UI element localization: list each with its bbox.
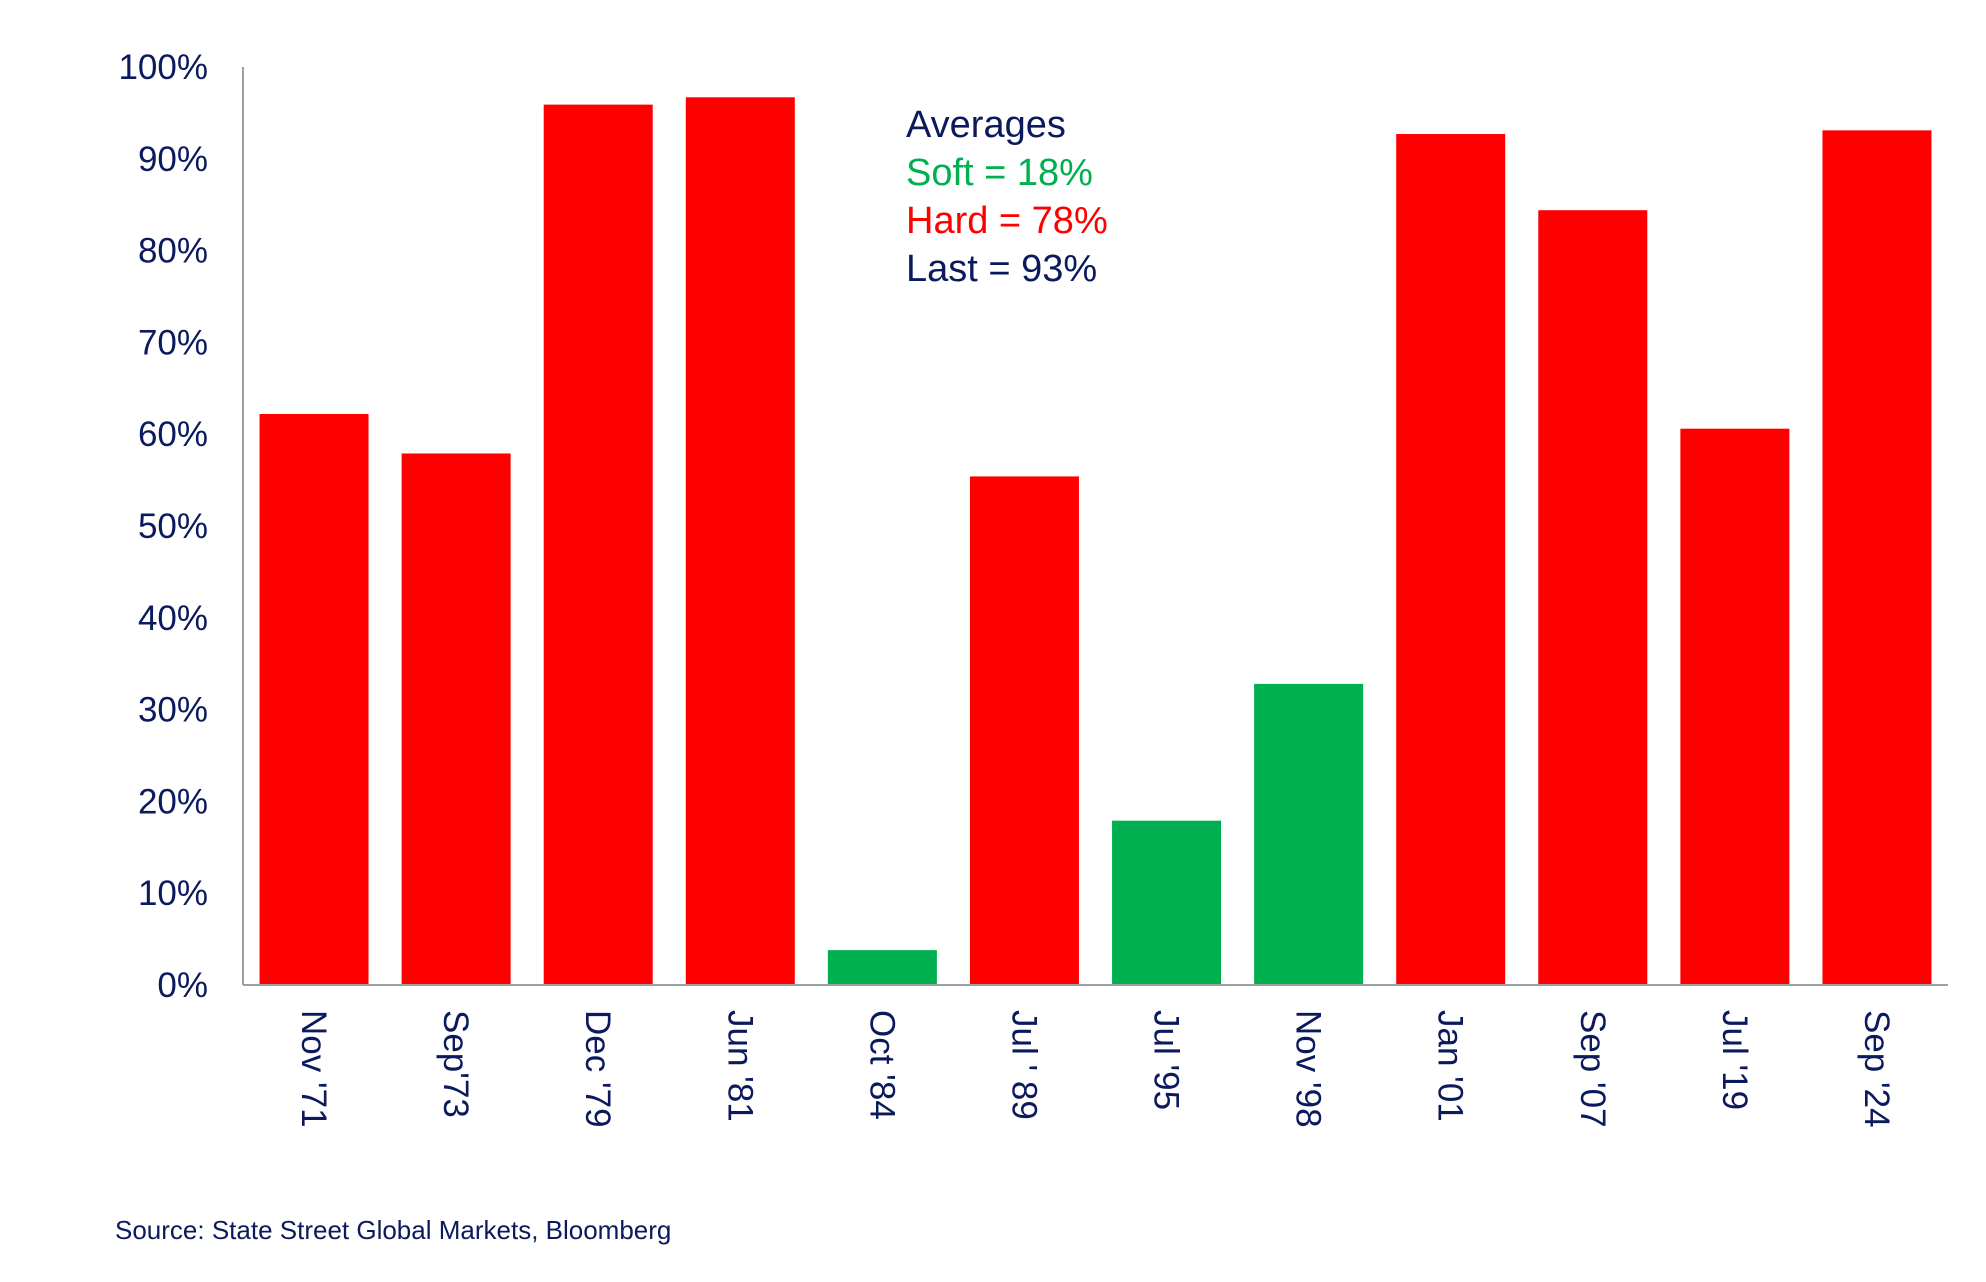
- bar-hard: [401, 453, 511, 985]
- x-tick-label: Jan '01: [1431, 1010, 1470, 1122]
- source-note: Source: State Street Global Markets, Blo…: [115, 1215, 672, 1245]
- bar-soft: [827, 950, 937, 985]
- bar-hard: [259, 414, 369, 985]
- averages-soft: Soft = 18%: [906, 152, 1093, 194]
- bar-hard: [969, 476, 1079, 985]
- y-tick-label: 30%: [138, 691, 208, 730]
- bar-hard: [1538, 210, 1648, 985]
- bar-hard: [685, 97, 795, 985]
- bar-soft: [1254, 683, 1364, 985]
- x-axis-labels: Nov '71 Sep'73 Dec '79 Jun '81 Oct '84 Jul ' …: [294, 1010, 1896, 1128]
- y-tick-label: 50%: [138, 507, 208, 546]
- x-tick-label: Nov '98: [1289, 1010, 1328, 1128]
- x-tick-label: Nov '71: [294, 1010, 333, 1128]
- averages-last: Last = 93%: [906, 248, 1097, 290]
- y-tick-label: 90%: [138, 140, 208, 179]
- averages-title: Averages: [906, 104, 1066, 146]
- y-tick-label: 20%: [138, 782, 208, 821]
- bar-hard: [1396, 134, 1506, 985]
- x-tick-label: Jul ' 89: [1004, 1010, 1043, 1120]
- x-tick-label: Jul '19: [1715, 1010, 1754, 1110]
- bar-hard: [1680, 428, 1790, 985]
- y-tick-label: 100%: [118, 48, 208, 87]
- bar-hard: [1822, 130, 1932, 986]
- bar-soft: [1112, 820, 1222, 985]
- y-tick-label: 80%: [138, 232, 208, 271]
- bars: [259, 97, 1932, 986]
- x-tick-label: Dec '79: [578, 1010, 617, 1128]
- bar-hard: [543, 104, 653, 985]
- y-tick-label: 10%: [138, 874, 208, 913]
- y-tick-label: 60%: [138, 415, 208, 454]
- y-tick-label: 0%: [157, 966, 208, 1005]
- averages-hard: Hard = 78%: [906, 200, 1108, 242]
- y-tick-label: 70%: [138, 323, 208, 362]
- y-axis-ticks: 0% 10% 20% 30% 40% 50% 60% 70% 80% 90% 100%: [118, 48, 208, 1005]
- averages-annotation: Averages Soft = 18% Hard = 78% Last = 93…: [906, 104, 1108, 290]
- x-tick-label: Sep'73: [436, 1010, 475, 1118]
- x-tick-label: Sep '07: [1573, 1010, 1612, 1128]
- y-tick-label: 40%: [138, 599, 208, 638]
- x-tick-label: Sep '24: [1857, 1010, 1896, 1128]
- x-tick-label: Jun '81: [720, 1010, 759, 1122]
- x-tick-label: Jul '95: [1147, 1010, 1186, 1110]
- x-tick-label: Oct '84: [862, 1010, 901, 1120]
